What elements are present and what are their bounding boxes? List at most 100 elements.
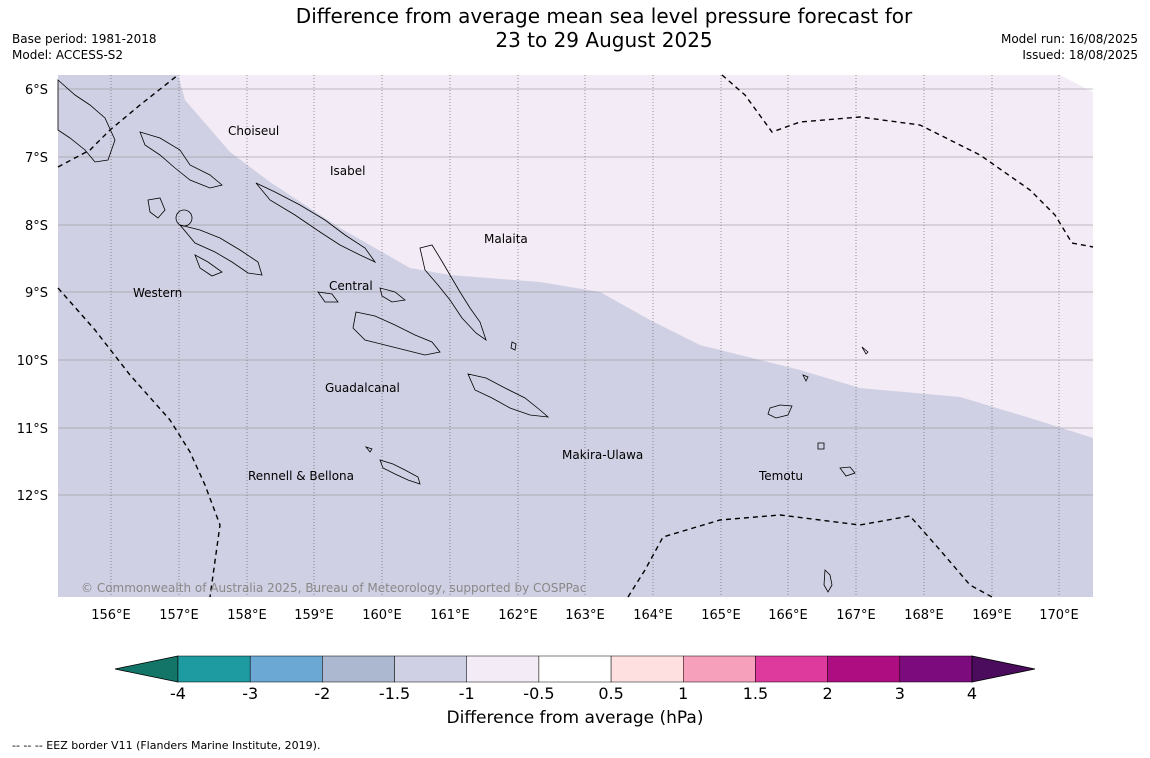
- lon-label: 167°E: [836, 608, 876, 623]
- eez-north-east: [721, 74, 1094, 248]
- model-run: Model run: 16/08/2025: [1000, 32, 1138, 46]
- colorbar-tick-label: -3: [242, 684, 258, 700]
- eez-south-west: [57, 287, 221, 598]
- colorbar-swatch: [827, 655, 901, 683]
- base-period: Base period: 1981-2018: [12, 32, 157, 46]
- island-bellona: [364, 446, 373, 453]
- colorbar-tick-label: -0.5: [523, 684, 554, 700]
- island-rennell: [379, 459, 421, 485]
- colorbar-tick-label: 1.5: [743, 684, 768, 700]
- eez-south-east: [627, 514, 993, 598]
- latitude-axis: 6°S 7°S 8°S 9°S 10°S 11°S 12°S: [17, 83, 48, 504]
- meta-right: Model run: 16/08/2025 Issued: 18/08/2025: [1001, 31, 1138, 63]
- title-line-1: Difference from average mean sea level p…: [295, 4, 913, 28]
- lat-label: 10°S: [17, 354, 48, 369]
- lat-label: 9°S: [25, 286, 48, 301]
- region-label-rennell-bellona: Rennell & Bellona: [248, 469, 354, 483]
- island-russell: [379, 287, 406, 303]
- colorbar-swatch: [538, 655, 612, 683]
- island-bougainville-tip: [57, 79, 116, 163]
- island-choiseul: [139, 131, 223, 189]
- lon-label: 159°E: [294, 608, 334, 623]
- colorbar: [114, 655, 1036, 683]
- copyright-notice: © Commonwealth of Australia 2025, Bureau…: [81, 581, 586, 595]
- island-vanikoro: [839, 466, 856, 477]
- issued-date: Issued: 18/08/2025: [1022, 48, 1138, 62]
- island-utupua: [817, 442, 825, 450]
- eez-north-west: [57, 74, 179, 168]
- lon-label: 165°E: [701, 608, 741, 623]
- graticule: [110, 75, 1060, 597]
- lon-label: 163°E: [565, 608, 605, 623]
- map-title: Difference from average mean sea level p…: [0, 4, 1150, 52]
- island-isabel: [255, 182, 377, 264]
- lon-label: 162°E: [498, 608, 538, 623]
- lon-label: 157°E: [159, 608, 199, 623]
- islands: [57, 79, 869, 593]
- island-santa-cruz: [767, 404, 793, 419]
- island-vella-lavella: [147, 197, 166, 219]
- colorbar-swatch: [610, 655, 684, 683]
- colorbar-swatch: [466, 655, 540, 683]
- island-duff: [802, 374, 809, 382]
- colorbar-tick-label: 1: [678, 684, 688, 700]
- region-label-malaita: Malaita: [484, 232, 528, 246]
- colorbar-tick-label: -1.5: [379, 684, 410, 700]
- island-ulawa: [510, 341, 517, 351]
- island-makira: [467, 373, 550, 418]
- title-line-2: 23 to 29 August 2025: [495, 28, 713, 52]
- lat-label: 11°S: [17, 422, 48, 437]
- colorbar-swatch: [322, 655, 395, 683]
- lat-label: 6°S: [25, 83, 48, 98]
- longitude-axis: 156°E 157°E 158°E 159°E 160°E 161°E 162°…: [91, 608, 1079, 623]
- island-florida: [317, 291, 339, 303]
- lon-label: 168°E: [904, 608, 944, 623]
- field-minus-0p5: [178, 75, 1093, 438]
- colorbar-tick-label: -2: [314, 684, 330, 700]
- lat-label: 8°S: [25, 219, 48, 234]
- eez-borders: [57, 74, 1094, 598]
- colorbar-tick-label: 0.5: [598, 684, 623, 700]
- colorbar-label: Difference from average (hPa): [446, 708, 704, 728]
- region-label-isabel: Isabel: [330, 164, 365, 178]
- colorbar-tick-label: 2: [823, 684, 833, 700]
- colorbar-swatch: [394, 655, 467, 683]
- latitude-lines: [58, 88, 1093, 496]
- island-kolombangara: [175, 209, 193, 227]
- colorbar-swatch: [249, 655, 323, 683]
- region-label-choiseul: Choiseul: [228, 124, 279, 138]
- colorbar-extension-high: [971, 655, 1036, 683]
- lon-label: 161°E: [430, 608, 470, 623]
- colorbar-extension-low: [114, 655, 179, 683]
- colorbar-tick-label: -1: [459, 684, 475, 700]
- lon-label: 160°E: [362, 608, 402, 623]
- island-malaita: [419, 244, 487, 342]
- colorbar-swatch: [899, 655, 973, 683]
- island-guadalcanal: [352, 311, 441, 356]
- colorbar-swatch: [177, 655, 251, 683]
- lon-label: 169°E: [972, 608, 1012, 623]
- colorbar-tick-label: 4: [967, 684, 977, 700]
- colorbar-tick-label: -4: [170, 684, 186, 700]
- colorbar-swatch: [755, 655, 828, 683]
- lat-label: 7°S: [25, 151, 48, 166]
- meta-left: Base period: 1981-2018 Model: ACCESS-S2: [12, 31, 157, 63]
- model-name: Model: ACCESS-S2: [12, 48, 124, 62]
- lon-label: 166°E: [768, 608, 808, 623]
- island-rendova: [194, 254, 223, 277]
- field-neutral: [1060, 75, 1093, 92]
- island-reef-islands: [861, 346, 869, 355]
- island-new-georgia: [178, 224, 263, 276]
- region-labels: Choiseul Isabel Malaita Western Central …: [133, 124, 803, 483]
- region-label-guadalcanal: Guadalcanal: [325, 381, 400, 395]
- lon-label: 170°E: [1039, 608, 1079, 623]
- anomaly-field: [58, 75, 1093, 597]
- colorbar-swatch: [683, 655, 756, 683]
- island-tikopia: [823, 569, 833, 593]
- eez-footnote: -- -- -- EEZ border V11 (Flanders Marine…: [12, 739, 321, 752]
- region-label-western: Western: [133, 286, 182, 300]
- forecast-map: Choiseul Isabel Malaita Western Central …: [17, 74, 1094, 700]
- region-label-central: Central: [329, 279, 373, 293]
- lon-label: 158°E: [227, 608, 267, 623]
- colorbar-tick-label: 3: [895, 684, 905, 700]
